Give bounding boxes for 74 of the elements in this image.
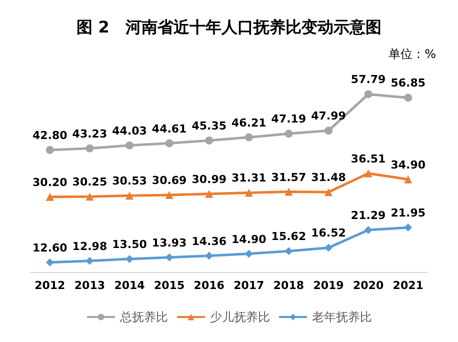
x-tick-label: 2019 [313,279,344,292]
point [404,224,412,232]
point [126,141,134,150]
data-label: 42.80 [32,128,68,142]
point [244,188,253,197]
point [284,247,293,256]
legend-label: 老年抚养比 [312,310,372,324]
data-label: 31.48 [311,171,346,184]
point [126,192,134,200]
data-label: 30.99 [192,172,226,186]
data-label: 30.20 [32,176,68,189]
point [165,253,174,262]
data-label: 36.51 [350,152,386,166]
point [165,139,174,148]
x-tick-label: 2013 [74,279,106,292]
data-label: 44.61 [152,122,187,136]
data-label: 14.36 [192,234,227,248]
data-label: 12.60 [32,241,68,254]
data-label: 30.69 [152,174,187,188]
x-tick-label: 2012 [34,279,66,292]
point [324,188,332,196]
data-label: 31.31 [232,172,266,185]
point [324,126,332,135]
point [324,244,332,252]
x-tick-label: 2014 [114,279,146,292]
data-label: 30.53 [112,174,147,188]
x-tick-label: 2017 [234,279,264,292]
point [404,175,412,184]
data-label: 34.90 [390,158,426,172]
chart-title: 图 2 河南省近十年人口抚养比变动示意图 [76,18,382,36]
data-label: 12.98 [72,240,108,253]
point [244,133,253,142]
legend-label: 少儿抚养比 [210,310,270,324]
data-label: 31.57 [271,170,306,184]
data-label: 13.93 [152,236,187,250]
point [205,252,214,260]
x-tick-label: 2016 [194,279,225,292]
point [364,169,372,178]
point [244,250,253,258]
point [364,90,372,98]
point [46,192,54,201]
point [126,254,134,263]
point [165,191,174,200]
data-label: 46.21 [232,116,266,130]
data-label: 21.95 [390,206,426,220]
point [86,192,94,201]
data-label: 44.03 [112,124,147,138]
legend-label: 总抚养比 [119,310,168,324]
point [205,136,214,144]
x-tick-label: 2015 [154,279,185,292]
data-label: 45.35 [192,120,226,132]
x-tick-label: 2021 [392,279,424,292]
point [205,190,214,198]
x-tick-label: 2018 [273,279,304,292]
data-label: 57.79 [350,73,386,86]
data-label: 47.19 [271,112,306,126]
point [46,258,54,266]
x-tick-label: 2020 [352,279,384,292]
point [46,146,54,154]
point [86,144,94,152]
text: 单位：% [388,47,436,61]
data-label: 21.29 [350,209,386,222]
point [284,188,293,196]
point [404,94,412,102]
data-label: 14.90 [232,232,267,246]
data-label: 13.50 [112,238,148,251]
data-label: 56.85 [390,76,426,90]
data-label: 43.23 [72,127,108,140]
data-label: 16.52 [311,226,346,240]
data-label: 47.99 [311,110,346,123]
data-label: 15.62 [271,230,306,244]
data-label: 30.25 [72,176,108,189]
point [284,130,293,138]
point [364,226,372,234]
